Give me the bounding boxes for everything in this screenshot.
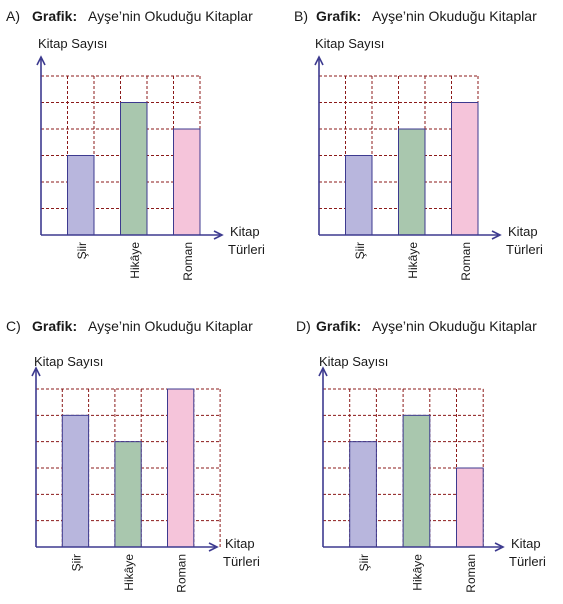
bar-hikaye xyxy=(114,441,142,548)
category-label: Hikâye xyxy=(410,554,424,591)
y-axis-label: Kitap Sayısı xyxy=(315,36,384,51)
chart-title-bold: Grafik: xyxy=(316,8,361,24)
chart-panel-c: C) Grafik: Ayşe’nin Okuduğu Kitaplar Kitap … xyxy=(6,318,260,593)
category-label: Roman xyxy=(464,554,478,593)
chart-title-bold: Grafik: xyxy=(316,318,361,334)
x-axis-arrow xyxy=(213,230,224,240)
chart-panel-a: A) Grafik: Ayşe’nin Okuduğu Kitaplar Kitap … xyxy=(6,8,265,281)
bar-roman xyxy=(451,102,479,236)
bar-hikaye xyxy=(402,414,431,548)
category-label: Şiir xyxy=(69,554,83,571)
y-axis-label: Kitap Sayısı xyxy=(38,36,107,51)
bar-siir xyxy=(349,441,377,548)
y-axis-arrow xyxy=(31,366,41,377)
x-axis-label-line2: Türleri xyxy=(506,242,543,257)
y-axis-label: Kitap Sayısı xyxy=(319,354,388,369)
y-axis-arrow xyxy=(36,55,46,66)
x-axis-label-line2: Türleri xyxy=(509,554,546,569)
bar-siir xyxy=(67,155,95,236)
bar-hikaye xyxy=(398,128,426,236)
x-axis-label-line1: Kitap xyxy=(230,224,260,239)
axes xyxy=(31,366,219,552)
category-label: Şiir xyxy=(353,242,367,259)
y-axis-arrow xyxy=(314,55,324,66)
category-label: Hikâye xyxy=(128,242,142,279)
chart-title: Ayşe’nin Okuduğu Kitaplar xyxy=(88,318,253,334)
bar-siir xyxy=(345,155,373,236)
bar-roman xyxy=(173,128,201,236)
chart-title: Ayşe’nin Okuduğu Kitaplar xyxy=(372,8,537,24)
chart-title-bold: Grafik: xyxy=(32,318,77,334)
bar-hikaye xyxy=(120,102,148,236)
x-axis-label-line2: Türleri xyxy=(223,554,260,569)
axes xyxy=(318,366,505,552)
axes xyxy=(314,55,502,240)
x-axis-arrow xyxy=(494,542,505,552)
category-label: Roman xyxy=(459,242,473,281)
option-label: A) xyxy=(6,8,20,24)
chart-panel-b: B) Grafik: Ayşe’nin Okuduğu Kitaplar Kitap … xyxy=(294,8,543,281)
category-label: Hikâye xyxy=(122,554,136,591)
category-label: Roman xyxy=(175,554,189,593)
bar-siir xyxy=(61,414,90,548)
category-label: Hikâye xyxy=(406,242,420,279)
x-axis-label-line2: Türleri xyxy=(228,242,265,257)
option-label: D) xyxy=(296,318,311,334)
y-axis-label: Kitap Sayısı xyxy=(34,354,103,369)
x-axis-label-line1: Kitap xyxy=(508,224,538,239)
category-label: Şiir xyxy=(75,242,89,259)
axes xyxy=(36,55,224,240)
x-axis-arrow xyxy=(491,230,502,240)
option-label: C) xyxy=(6,318,21,334)
x-axis-label-line1: Kitap xyxy=(225,536,255,551)
category-label: Roman xyxy=(181,242,195,281)
chart-panel-d: D) Grafik: Ayşe’nin Okuduğu Kitaplar Kitap … xyxy=(296,318,546,593)
x-axis-arrow xyxy=(208,542,219,552)
option-label: B) xyxy=(294,8,308,24)
y-axis-arrow xyxy=(318,366,328,377)
chart-title: Ayşe’nin Okuduğu Kitaplar xyxy=(372,318,537,334)
x-axis-label-line1: Kitap xyxy=(511,536,541,551)
chart-title: Ayşe’nin Okuduğu Kitaplar xyxy=(88,8,253,24)
category-label: Şiir xyxy=(357,554,371,571)
bar-roman xyxy=(456,467,484,548)
chart-title-bold: Grafik: xyxy=(32,8,77,24)
bar-roman xyxy=(167,388,195,548)
